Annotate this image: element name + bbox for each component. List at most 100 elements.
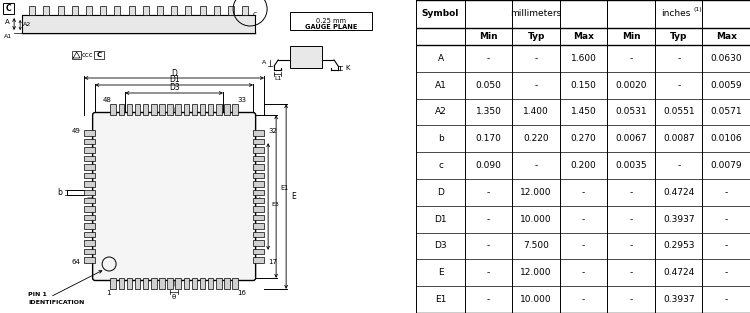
Text: -: - [487,242,490,250]
Bar [200,6,206,15]
Bar [159,278,165,289]
Text: 1.450: 1.450 [571,107,596,116]
Text: 0.0531: 0.0531 [615,107,647,116]
Bar [86,6,92,15]
Bar [84,156,95,161]
Text: A1: A1 [4,34,12,39]
Text: -: - [582,295,585,304]
Text: 0.2953: 0.2953 [663,242,694,250]
Text: C: C [6,4,11,13]
Text: c: c [252,11,256,17]
Text: 0.25 mm: 0.25 mm [316,18,346,24]
Text: -: - [582,268,585,277]
Text: 0.0020: 0.0020 [616,81,647,90]
Bar [176,278,181,289]
Text: E1: E1 [280,186,288,192]
Bar [142,6,148,15]
Bar [253,223,264,229]
Bar [84,181,95,187]
Text: 0.0067: 0.0067 [615,134,647,143]
Bar [253,207,264,212]
Bar [192,104,197,115]
Text: 0.200: 0.200 [571,161,596,170]
Text: Min: Min [622,32,640,41]
Text: 0.220: 0.220 [524,134,549,143]
Text: millimeters: millimeters [511,9,562,18]
Bar [192,278,197,289]
Text: D3: D3 [169,84,179,93]
Text: 0.4724: 0.4724 [663,268,694,277]
Text: -: - [677,54,680,63]
Text: 12.000: 12.000 [520,188,552,197]
Text: 0.0059: 0.0059 [710,81,742,90]
Text: E3: E3 [271,202,279,207]
Text: PIN 1: PIN 1 [28,293,47,297]
Text: ccc: ccc [81,52,93,58]
Text: -: - [535,54,538,63]
Text: GAUGE PLANE: GAUGE PLANE [305,24,357,30]
Bar [44,6,50,15]
Bar [216,104,221,115]
Bar [84,223,95,229]
Text: 0.150: 0.150 [571,81,596,90]
Bar [200,104,206,115]
Bar [110,278,116,289]
Bar [84,240,95,246]
Bar [176,104,181,115]
Text: 0.3937: 0.3937 [663,295,694,304]
Bar [253,249,264,254]
Bar [29,6,35,15]
Bar [3,3,14,14]
Bar [135,278,140,289]
Bar [167,278,172,289]
Bar [114,6,120,15]
Text: -: - [487,215,490,224]
Bar [72,6,78,15]
Text: 0.0035: 0.0035 [615,161,647,170]
Text: 0.170: 0.170 [476,134,502,143]
Text: 1.600: 1.600 [571,54,596,63]
Text: D1: D1 [434,215,447,224]
Bar [253,257,264,263]
Text: 0.0571: 0.0571 [710,107,742,116]
Text: -: - [629,242,633,250]
Text: -: - [487,188,490,197]
Bar [224,278,230,289]
Text: inches: inches [661,9,690,18]
Text: b: b [57,188,62,197]
Bar [253,240,264,246]
Text: 16: 16 [237,290,246,296]
Text: -: - [724,268,728,277]
Bar [253,130,264,136]
Bar [208,104,214,115]
Bar [100,6,106,15]
Text: -: - [677,161,680,170]
Text: -: - [582,215,585,224]
Text: K: K [345,65,350,71]
Bar [84,189,95,195]
Text: -: - [677,81,680,90]
Text: 17: 17 [268,259,277,265]
Text: b: b [438,134,443,143]
Text: 12.000: 12.000 [520,268,552,277]
Bar [171,6,177,15]
Bar [135,104,140,115]
Bar [253,147,264,153]
Bar [214,6,220,15]
Bar [228,6,234,15]
Text: 0.4724: 0.4724 [663,188,694,197]
Text: -: - [629,268,633,277]
Text: 0.270: 0.270 [571,134,596,143]
Text: A1: A1 [434,81,446,90]
Text: -: - [535,161,538,170]
Bar [159,104,165,115]
Text: D: D [437,188,444,197]
Text: 0.0079: 0.0079 [710,161,742,170]
Bar [84,207,95,212]
Text: 0.0087: 0.0087 [663,134,694,143]
Bar [84,147,95,153]
Text: -: - [582,242,585,250]
Text: -: - [724,215,728,224]
Bar [22,15,255,33]
Bar [242,6,248,15]
